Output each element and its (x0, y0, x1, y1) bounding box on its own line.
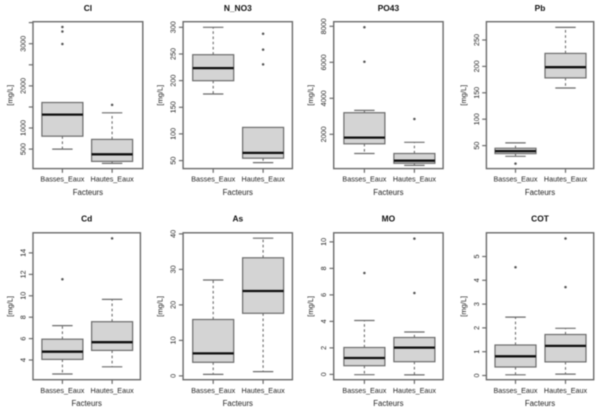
svg-text:4000: 4000 (319, 90, 328, 106)
svg-text:300: 300 (169, 21, 178, 33)
svg-text:Facteurs: Facteurs (73, 188, 103, 197)
svg-text:Hautes_Eaux: Hautes_Eaux (393, 174, 437, 183)
svg-text:N_NO3: N_NO3 (224, 3, 252, 13)
svg-text:2000: 2000 (19, 78, 28, 94)
svg-text:0: 0 (472, 374, 481, 378)
svg-text:50: 50 (472, 142, 481, 150)
svg-text:2: 2 (319, 346, 328, 350)
svg-text:200: 200 (169, 75, 178, 87)
svg-text:[mg/L]: [mg/L] (306, 85, 315, 106)
svg-text:Basses_Eaux: Basses_Eaux (342, 174, 386, 183)
svg-text:Facteurs: Facteurs (223, 188, 253, 197)
svg-text:6000: 6000 (319, 54, 328, 70)
svg-text:5: 5 (472, 255, 481, 259)
svg-text:30: 30 (169, 265, 178, 273)
svg-text:8000: 8000 (319, 18, 328, 34)
svg-text:1000: 1000 (19, 120, 28, 136)
svg-text:0: 0 (319, 372, 328, 376)
svg-text:[mg/L]: [mg/L] (459, 296, 468, 317)
svg-text:4: 4 (319, 319, 328, 323)
svg-text:100: 100 (472, 113, 481, 125)
svg-text:100: 100 (169, 128, 178, 140)
svg-text:250: 250 (472, 34, 481, 46)
svg-text:10: 10 (319, 238, 328, 246)
svg-text:2000: 2000 (319, 126, 328, 142)
svg-text:Hautes_Eaux: Hautes_Eaux (544, 174, 588, 183)
svg-text:200: 200 (472, 60, 481, 72)
svg-text:[mg/L]: [mg/L] (459, 85, 468, 106)
svg-text:Cl: Cl (84, 3, 92, 13)
svg-text:[mg/L]: [mg/L] (156, 296, 165, 317)
svg-text:Hautes_Eaux: Hautes_Eaux (91, 174, 135, 183)
svg-text:4: 4 (19, 358, 28, 362)
svg-text:[mg/L]: [mg/L] (306, 296, 315, 317)
svg-text:0: 0 (169, 374, 178, 378)
svg-text:Basses_Eaux: Basses_Eaux (494, 174, 538, 183)
svg-text:8: 8 (319, 266, 328, 270)
svg-text:Facteurs: Facteurs (223, 399, 253, 408)
svg-text:10: 10 (19, 292, 28, 300)
svg-text:14: 14 (19, 249, 28, 257)
svg-text:Basses_Eaux: Basses_Eaux (191, 174, 235, 183)
svg-text:MO: MO (382, 214, 396, 224)
svg-text:6: 6 (319, 293, 328, 297)
svg-text:40: 40 (169, 230, 178, 238)
svg-text:150: 150 (169, 101, 178, 113)
svg-text:Cd: Cd (81, 214, 92, 224)
svg-text:4: 4 (472, 278, 481, 282)
svg-text:Facteurs: Facteurs (373, 188, 403, 197)
svg-text:[mg/L]: [mg/L] (6, 85, 15, 106)
svg-text:1: 1 (472, 350, 481, 354)
svg-text:20: 20 (169, 301, 178, 309)
svg-text:[mg/L]: [mg/L] (6, 296, 15, 317)
svg-text:Basses_Eaux: Basses_Eaux (342, 386, 386, 395)
svg-text:Hautes_Eaux: Hautes_Eaux (242, 386, 286, 395)
svg-text:Facteurs: Facteurs (525, 399, 555, 408)
svg-text:Hautes_Eaux: Hautes_Eaux (242, 174, 286, 183)
svg-text:COT: COT (531, 214, 550, 224)
svg-text:Basses_Eaux: Basses_Eaux (494, 386, 538, 395)
svg-text:Basses_Eaux: Basses_Eaux (40, 174, 84, 183)
svg-text:Facteurs: Facteurs (72, 399, 102, 408)
svg-text:150: 150 (472, 87, 481, 99)
svg-text:Basses_Eaux: Basses_Eaux (40, 386, 84, 395)
svg-text:Hautes_Eaux: Hautes_Eaux (393, 386, 437, 395)
svg-text:3: 3 (472, 302, 481, 306)
svg-text:12: 12 (19, 270, 28, 278)
svg-text:As: As (232, 214, 243, 224)
svg-text:Pb: Pb (535, 3, 546, 13)
svg-text:8: 8 (19, 315, 28, 319)
svg-text:3000: 3000 (19, 36, 28, 52)
svg-text:PO43: PO43 (378, 3, 400, 13)
svg-text:[mg/L]: [mg/L] (156, 85, 165, 106)
svg-text:Hautes_Eaux: Hautes_Eaux (544, 386, 588, 395)
svg-text:2: 2 (472, 326, 481, 330)
svg-text:Basses_Eaux: Basses_Eaux (191, 386, 235, 395)
svg-text:Facteurs: Facteurs (373, 399, 403, 408)
svg-text:250: 250 (169, 48, 178, 60)
svg-text:10: 10 (169, 336, 178, 344)
svg-text:6: 6 (19, 337, 28, 341)
svg-text:Facteurs: Facteurs (525, 188, 555, 197)
svg-text:500: 500 (19, 143, 28, 155)
svg-text:Hautes_Eaux: Hautes_Eaux (91, 386, 135, 395)
svg-text:50: 50 (169, 157, 178, 165)
